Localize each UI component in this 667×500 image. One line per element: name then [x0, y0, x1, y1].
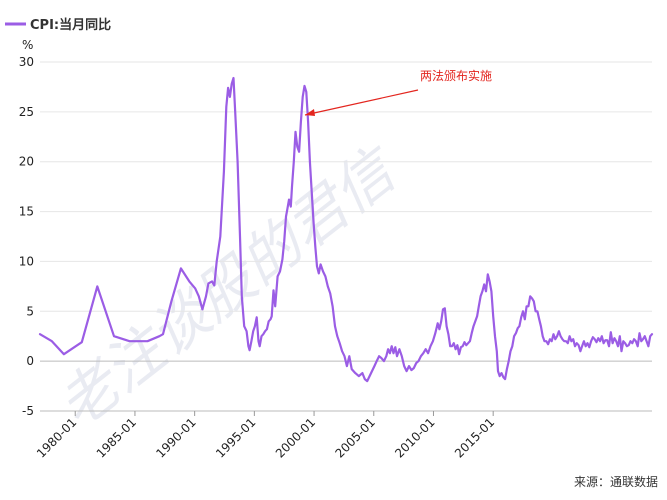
- legend[interactable]: CPI:当月同比: [5, 17, 111, 33]
- y-tick-label: -5: [22, 404, 34, 418]
- x-tick-label: 1995-01: [213, 415, 258, 460]
- x-tick-label: 1980-01: [34, 415, 79, 460]
- watermark-text: 老注谈股的君信: [45, 133, 412, 441]
- x-tick-label: 2005-01: [333, 415, 378, 460]
- watermark: 老注谈股的君信: [45, 133, 412, 441]
- annotation-arrow-line: [304, 89, 419, 116]
- y-tick-label: 30: [19, 55, 34, 69]
- y-tick-label: 15: [19, 205, 34, 219]
- series-line-cpi[interactable]: [38, 76, 654, 383]
- gridlines: [40, 61, 652, 412]
- x-axis: 1980-01 1985-01 1990-01 1995-01 2000-01 2005-…: [34, 410, 652, 461]
- x-tick-label: 1990-01: [153, 415, 198, 460]
- y-axis: -5 0 5 10 15 20 25 30: [19, 55, 34, 418]
- source-note: 来源：通联数据: [574, 474, 658, 489]
- annotation-text: 两法颁布实施: [420, 68, 492, 83]
- annotation-arrow-head: [305, 109, 315, 116]
- y-tick-label: 25: [19, 105, 34, 119]
- x-tick-label: 2000-01: [273, 415, 318, 460]
- x-tick-label: 2015-01: [452, 415, 497, 460]
- y-tick-label: 10: [19, 254, 34, 268]
- legend-label: CPI:当月同比: [30, 17, 111, 33]
- y-tick-label: 0: [26, 354, 34, 368]
- series-layer: [38, 76, 654, 383]
- y-tick-label: 20: [19, 155, 34, 169]
- y-axis-unit: %: [22, 38, 33, 52]
- x-tick-label: 2010-01: [392, 415, 437, 460]
- annotation: 两法颁布实施: [304, 68, 492, 116]
- y-tick-label: 5: [26, 304, 34, 318]
